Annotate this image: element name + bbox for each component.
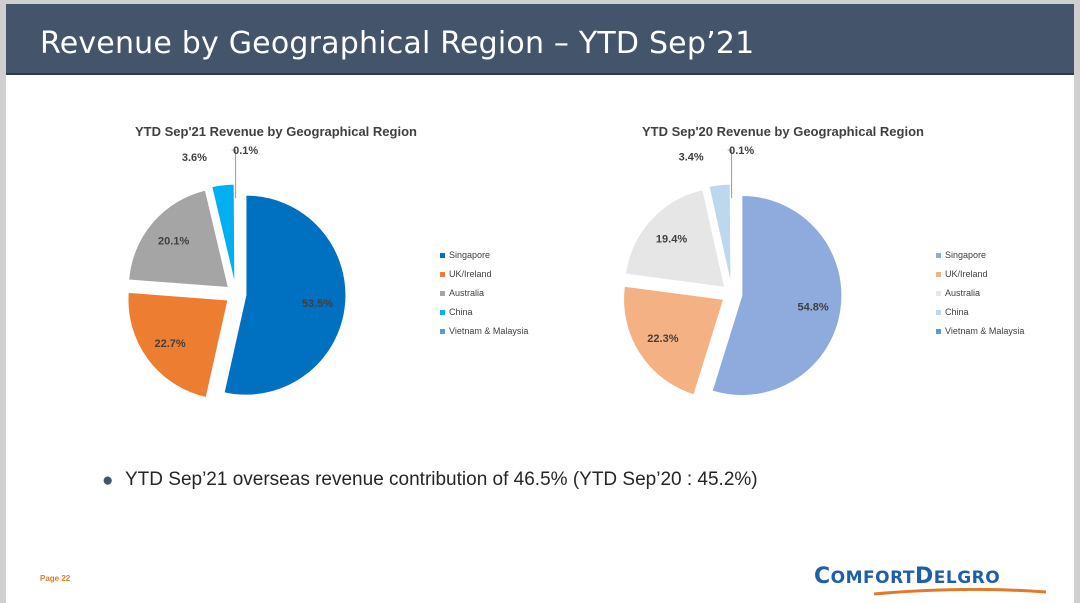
data-label: 53.5% [302, 298, 333, 310]
chart-legend: Singapore UK/Ireland Australia China Vie… [440, 246, 528, 341]
pie-slice-vietnam-malaysia [234, 183, 237, 285]
leader-line [727, 149, 733, 199]
legend-item-singapore: Singapore [440, 246, 528, 265]
comfortdelgro-logo: COMFORTDELGRO [814, 564, 1054, 598]
slide-title: Revenue by Geographical Region – YTD Sep… [40, 26, 755, 61]
logo-text: OMFORT [830, 568, 916, 588]
pie-chart-sep20: YTD Sep'20 Revenue by Geographical Regio… [562, 114, 1042, 434]
legend-item-singapore: Singapore [936, 246, 1024, 265]
pie-slice-uk-ireland [127, 291, 229, 399]
data-label: 19.4% [656, 234, 687, 246]
data-label: 3.4% [679, 152, 704, 164]
legend-item-china: China [936, 303, 1024, 322]
data-label: 54.8% [797, 301, 828, 313]
leader-line [231, 149, 237, 199]
data-label: 22.3% [647, 333, 678, 345]
legend-swatch [440, 253, 445, 259]
pie-slice-china [211, 183, 236, 285]
data-label: 0.1% [233, 145, 258, 157]
chart-legend: Singapore UK/Ireland Australia China Vie… [936, 246, 1024, 341]
legend-item-uk-ireland: UK/Ireland [440, 265, 528, 284]
legend-item-australia: Australia [440, 284, 528, 303]
legend-swatch [440, 272, 445, 278]
data-label: 0.1% [729, 145, 754, 157]
legend-item-vietnam-malaysia: Vietnam & Malaysia [440, 322, 528, 341]
legend-label: UK/Ireland [449, 269, 492, 279]
pie-slice-uk-ireland [623, 285, 725, 396]
legend-label: Vietnam & Malaysia [449, 326, 529, 336]
pie-slice-singapore [711, 195, 843, 396]
legend-swatch [936, 272, 941, 278]
slide: Revenue by Geographical Region – YTD Sep… [6, 4, 1074, 603]
legend-label: China [945, 307, 969, 317]
legend-swatch [440, 310, 445, 316]
legend-item-australia: Australia [936, 284, 1024, 303]
legend-label: China [449, 307, 473, 317]
legend-item-china: China [440, 303, 528, 322]
pie-svg: 54.8% 22.3% 19.4% 3.4% 0.1% [623, 145, 843, 396]
chart-title: YTD Sep'20 Revenue by Geographical Regio… [642, 124, 924, 139]
logo-wordmark: COMFORTDELGRO [814, 564, 1054, 589]
page-number: Page 22 [40, 574, 71, 583]
legend-label: Singapore [945, 250, 987, 260]
logo-letter: C [814, 564, 831, 589]
data-label: 20.1% [158, 236, 189, 248]
bullet-text: YTD Sep’21 overseas revenue contribution… [125, 469, 758, 490]
title-bar: Revenue by Geographical Region – YTD Sep… [6, 4, 1074, 75]
pie-slice-singapore [223, 194, 347, 396]
pie-slice-australia [128, 189, 230, 289]
legend-swatch [936, 253, 941, 259]
logo-text: ELGRO [933, 568, 1001, 588]
legend-swatch [440, 291, 445, 297]
data-label: 22.7% [155, 338, 186, 350]
legend-label: Vietnam & Malaysia [945, 326, 1025, 336]
legend-swatch [936, 310, 941, 316]
legend-swatch [936, 291, 941, 297]
legend-label: Australia [945, 288, 981, 298]
legend-label: UK/Ireland [945, 269, 988, 279]
logo-swoosh [873, 588, 1047, 596]
pie-chart-sep21: YTD Sep'21 Revenue by Geographical Regio… [66, 114, 546, 434]
pie-slice-australia [624, 189, 726, 288]
legend-label: Australia [449, 288, 485, 298]
chart-title: YTD Sep'21 Revenue by Geographical Regio… [135, 124, 417, 139]
logo-letter: D [915, 564, 934, 589]
pie-svg: 53.5% 22.7% 20.1% 3.6% 0.1% [127, 145, 347, 399]
pie-slice-vietnam-malaysia [730, 183, 733, 285]
data-label: 3.6% [182, 152, 207, 164]
bullet-dot: ● [102, 470, 114, 491]
legend-item-vietnam-malaysia: Vietnam & Malaysia [936, 322, 1024, 341]
legend-label: Singapore [449, 250, 491, 260]
legend-swatch [440, 329, 445, 335]
pie-slice-china [708, 183, 732, 285]
legend-item-uk-ireland: UK/Ireland [936, 265, 1024, 284]
legend-swatch [936, 329, 941, 335]
